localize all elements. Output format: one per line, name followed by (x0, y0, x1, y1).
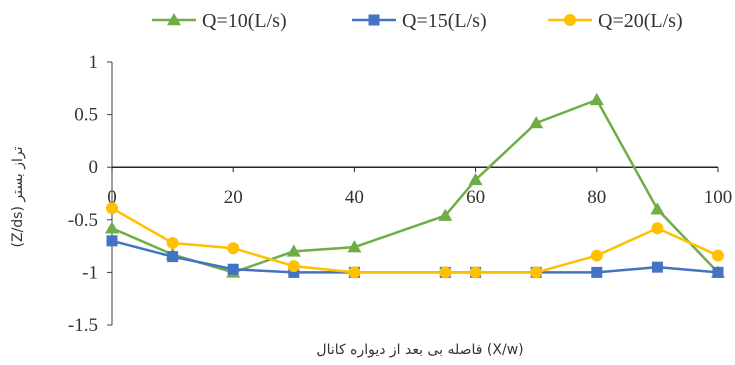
legend-label: Q=10(L/s) (202, 10, 287, 32)
legend-item: Q=15(L/s) (352, 10, 487, 32)
x-tick-label: 60 (466, 187, 485, 208)
y-tick-label: -1 (82, 262, 98, 283)
data-point (347, 240, 362, 253)
data-point (469, 266, 482, 279)
y-tick-label: -0.5 (68, 210, 98, 231)
data-point (166, 236, 179, 249)
data-point (651, 222, 664, 235)
series-1 (105, 92, 725, 278)
data-point (651, 261, 663, 273)
data-point (468, 172, 483, 186)
legend-marker (167, 13, 181, 26)
legend-label: Q=20(L/s) (598, 10, 683, 32)
legend-label: Q=15(L/s) (402, 10, 487, 32)
data-point (287, 260, 300, 273)
y-tick-label: 1 (89, 52, 99, 73)
data-point (227, 242, 240, 255)
legend: Q=10(L/s) Q=15(L/s) Q=20(L/s) (152, 10, 683, 32)
data-point (288, 266, 300, 278)
data-point (106, 202, 118, 215)
data-point (348, 266, 361, 279)
y-tick-label: -1.5 (68, 315, 98, 336)
x-tick-label: 40 (345, 187, 364, 208)
x-tick-label: 20 (224, 187, 243, 208)
legend-marker (368, 14, 380, 26)
data-point (286, 244, 301, 257)
data-point (530, 266, 543, 279)
data-point (712, 249, 724, 262)
series-layer (105, 92, 725, 279)
data-point (589, 92, 604, 106)
x-tick-label: 80 (587, 187, 606, 208)
x-tick-label: 0 (107, 187, 117, 208)
y-axis-ticks: 1 0.5 0 -0.5 -1 -1.5 (68, 52, 112, 336)
legend-item: Q=10(L/s) (152, 10, 287, 32)
data-point (439, 266, 452, 279)
legend-item: Q=20(L/s) (548, 10, 683, 32)
y-axis-title: (Z/ds) تراز بستر (10, 146, 26, 247)
data-point (650, 202, 665, 215)
data-point (105, 221, 119, 234)
y-tick-label: 0 (89, 157, 99, 178)
data-point (438, 208, 453, 221)
data-point (590, 249, 603, 262)
data-point (167, 251, 179, 263)
data-point (712, 266, 724, 278)
series-3 (106, 202, 724, 279)
data-point (106, 235, 118, 247)
x-tick-label: 100 (704, 187, 733, 208)
data-point (529, 116, 544, 129)
data-point (227, 263, 239, 275)
y-tick-label: 0.5 (74, 105, 98, 126)
x-axis-title: فاصله بی بعد از دیواره کانال (X/w) (316, 342, 523, 358)
legend-marker (564, 14, 576, 26)
x-axis-ticks: 0 20 40 60 80 100 (107, 167, 732, 208)
data-point (591, 266, 603, 278)
